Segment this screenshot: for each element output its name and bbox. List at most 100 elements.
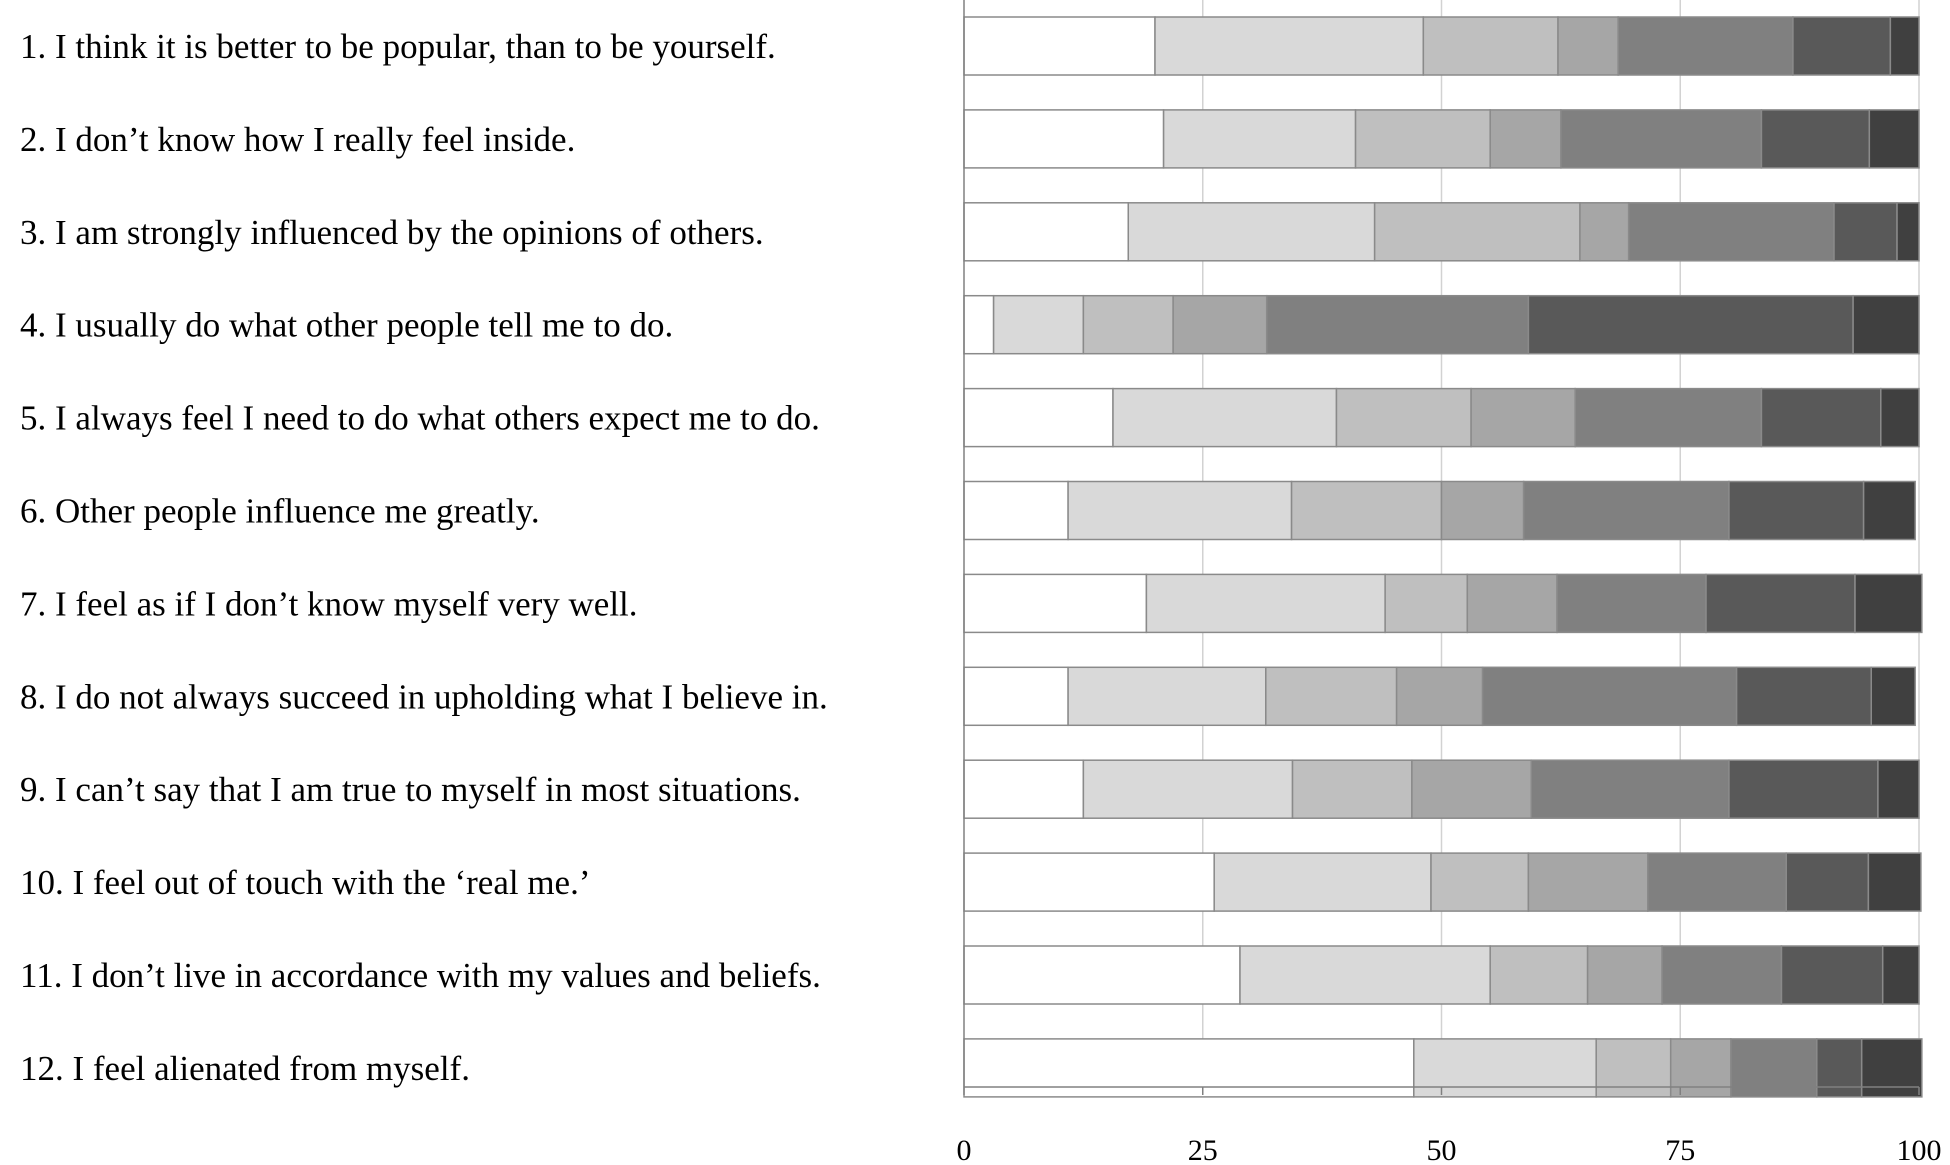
bar-segment-11-2 (1239, 945, 1491, 1005)
bar-segment-4-1 (963, 294, 995, 355)
bar-segment-5-6 (1760, 387, 1882, 448)
bar-segment-3-3 (1373, 202, 1581, 262)
bar-segment-2-6 (1760, 109, 1871, 169)
bar-segment-2-4 (1489, 109, 1562, 169)
bar-segment-12-1 (963, 1038, 1415, 1098)
bar-segment-6-3 (1290, 480, 1443, 541)
bar-segment-7-3 (1384, 573, 1469, 634)
bar-segment-12-3 (1595, 1038, 1672, 1098)
bar-segment-4-7 (1852, 294, 1920, 355)
x-tick-label: 75 (1665, 1134, 1695, 1165)
bar-segment-4-5 (1265, 294, 1530, 355)
bar-segment-11-1 (963, 945, 1241, 1005)
bar-segment-2-7 (1868, 109, 1920, 169)
bar-segment-2-1 (963, 109, 1165, 169)
bar-segment-6-5 (1522, 480, 1730, 541)
bar-segment-10-7 (1867, 852, 1922, 912)
bar-segment-7-5 (1556, 573, 1707, 634)
bar-segment-3-4 (1579, 202, 1630, 262)
category-label: 4. I usually do what other people tell m… (20, 306, 673, 345)
bar-segment-11-7 (1881, 945, 1920, 1005)
bar-segment-11-5 (1661, 945, 1783, 1005)
category-label: 8. I do not always succeed in upholding … (20, 677, 828, 716)
bar-segment-5-7 (1880, 387, 1920, 448)
category-label: 3. I am strongly influenced by the opini… (20, 213, 764, 252)
bar-segment-10-2 (1213, 852, 1432, 912)
bar-segment-6-1 (963, 480, 1069, 541)
bar-segment-9-1 (963, 759, 1085, 819)
category-label: 12. I feel alienated from myself. (20, 1049, 470, 1088)
bar-segment-9-5 (1530, 759, 1730, 819)
bar-segment-6-2 (1067, 480, 1293, 541)
category-label: 6. Other people influence me greatly. (20, 492, 540, 531)
category-label: 9. I can’t say that I am true to myself … (20, 770, 801, 809)
x-tick-label: 100 (1897, 1134, 1942, 1165)
category-label: 10. I feel out of touch with the ‘real m… (20, 863, 591, 902)
bar-segment-10-4 (1527, 852, 1649, 912)
bar-segment-12-5 (1730, 1038, 1818, 1098)
bar-segment-1-5 (1617, 16, 1794, 76)
bar-segment-4-4 (1172, 294, 1268, 355)
bar-segment-4-6 (1527, 294, 1854, 355)
bar-segment-8-6 (1735, 666, 1872, 727)
item-labels: 1. I think it is better to be popular, t… (20, 27, 828, 1088)
bar-segment-9-6 (1728, 759, 1879, 819)
bar-segment-8-4 (1395, 666, 1484, 727)
bar-segment-12-6 (1816, 1038, 1863, 1098)
bar-segment-7-7 (1854, 573, 1923, 634)
bar-segment-1-6 (1792, 16, 1892, 76)
bar-segment-9-7 (1877, 759, 1920, 819)
bar-segment-6-4 (1440, 480, 1525, 541)
bar-segment-3-7 (1896, 202, 1920, 262)
bar-segment-5-2 (1112, 387, 1338, 448)
bars (963, 16, 1923, 1098)
bar-segment-9-3 (1291, 759, 1413, 819)
bar-segment-10-3 (1430, 852, 1530, 912)
bar-segment-1-2 (1154, 16, 1425, 76)
bar-segment-1-7 (1889, 16, 1920, 76)
bar-segment-6-6 (1728, 480, 1865, 541)
bar-segment-2-5 (1560, 109, 1763, 169)
category-label: 7. I feel as if I don’t know myself very… (20, 584, 638, 623)
bar-segment-8-3 (1265, 666, 1398, 727)
bar-segment-8-1 (963, 666, 1069, 727)
category-label: 2. I don’t know how I really feel inside… (20, 120, 575, 159)
bar-segment-3-5 (1627, 202, 1835, 262)
bar-segment-8-7 (1870, 666, 1916, 727)
bar-segment-11-4 (1586, 945, 1663, 1005)
bar-segment-8-2 (1067, 666, 1267, 727)
bar-segment-7-2 (1145, 573, 1386, 634)
bar-segment-3-6 (1833, 202, 1898, 262)
bar-segment-5-4 (1470, 387, 1576, 448)
bar-segment-7-4 (1466, 573, 1558, 634)
bar-segment-6-7 (1862, 480, 1916, 541)
bar-segment-10-6 (1785, 852, 1870, 912)
bar-segment-12-7 (1860, 1038, 1923, 1098)
x-axis: 0 25 50 75 100 (957, 0, 1942, 1165)
bar-segment-11-3 (1489, 945, 1589, 1005)
bar-segment-10-1 (963, 852, 1215, 912)
bar-segment-3-2 (1127, 202, 1376, 262)
x-tick-label: 50 (1427, 1134, 1457, 1165)
category-label: 11. I don’t live in accordance with my v… (20, 956, 821, 995)
bar-segment-4-2 (992, 294, 1085, 355)
bar-segment-7-1 (963, 573, 1148, 634)
x-tick-label: 25 (1188, 1134, 1218, 1165)
bar-segment-4-3 (1082, 294, 1174, 355)
bar-segment-8-5 (1481, 666, 1738, 727)
bar-segment-11-6 (1780, 945, 1884, 1005)
bar-segment-9-4 (1411, 759, 1533, 819)
category-label: 5. I always feel I need to do what other… (20, 399, 820, 438)
bar-segment-5-1 (963, 387, 1114, 448)
bar-segment-9-2 (1082, 759, 1294, 819)
bar-segment-1-3 (1422, 16, 1559, 76)
bar-segment-3-1 (963, 202, 1130, 262)
bar-segment-5-5 (1574, 387, 1763, 448)
x-tick-label: 0 (957, 1134, 972, 1165)
bar-segment-1-1 (963, 16, 1156, 76)
bar-segment-2-3 (1354, 109, 1491, 169)
bar-segment-7-6 (1705, 573, 1856, 634)
bar-segment-1-4 (1557, 16, 1619, 76)
bar-segment-5-3 (1335, 387, 1472, 448)
